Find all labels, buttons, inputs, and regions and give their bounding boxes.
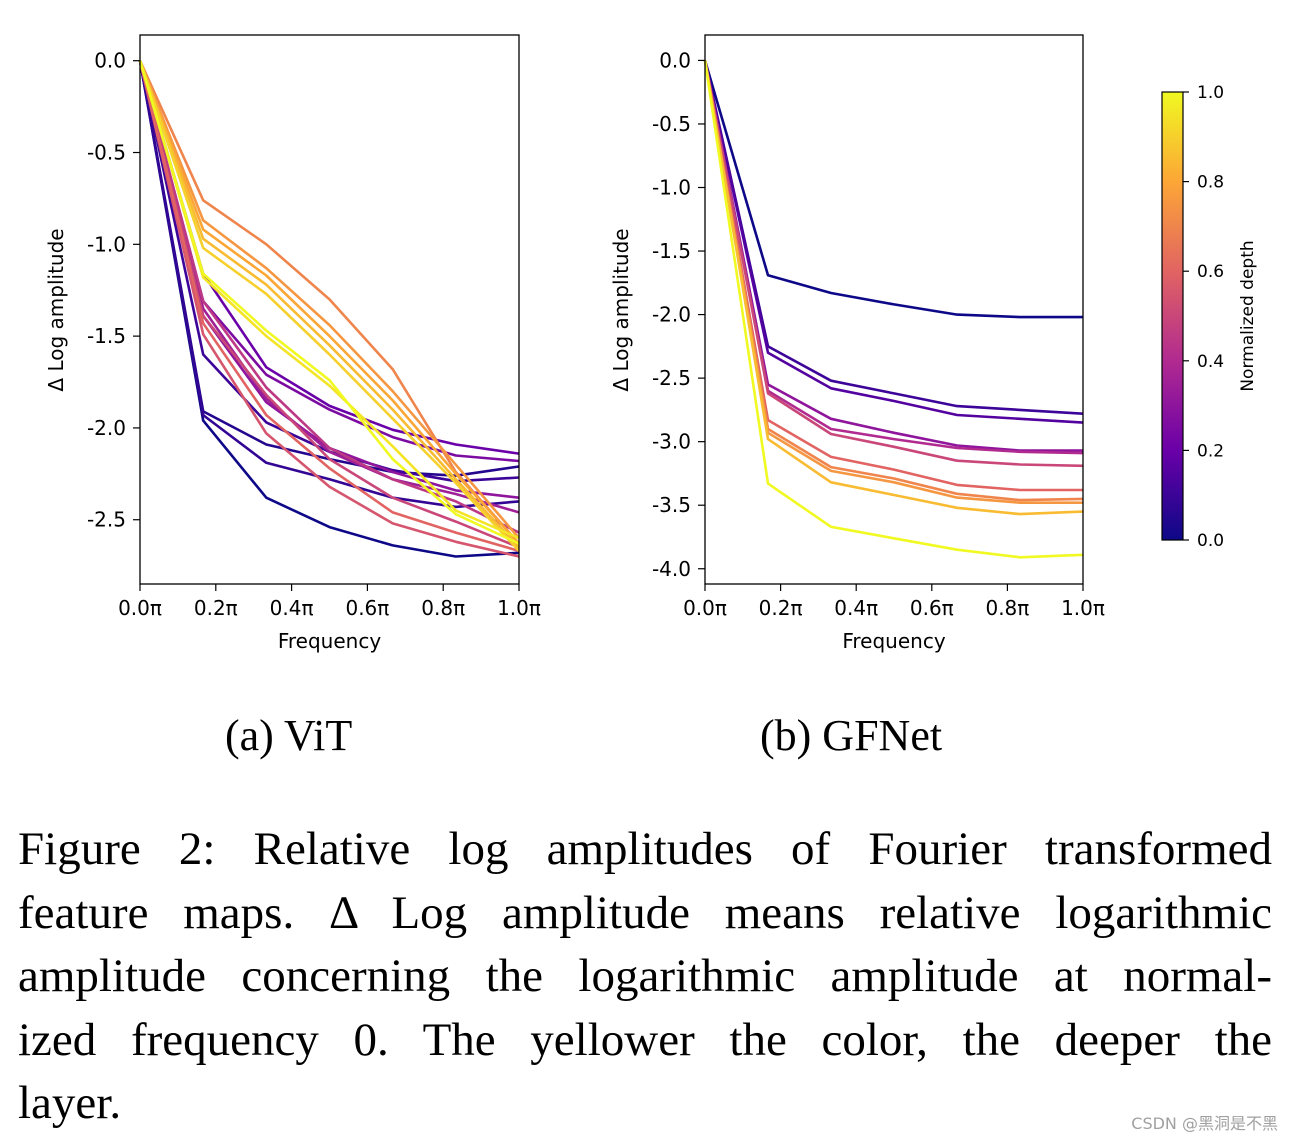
colorbar-tick-label: 0.2 (1197, 441, 1224, 461)
series-line (138, 60, 520, 534)
y-tick-label: 0.0 (659, 48, 691, 72)
y-axis-label: Δ Log amplitude (609, 228, 633, 391)
series-line (138, 60, 520, 514)
series-line (138, 60, 520, 483)
y-tick-label: -3.5 (652, 493, 691, 517)
series-line (138, 60, 520, 545)
x-tick-label: 1.0π (497, 596, 541, 620)
y-tick-label: -2.5 (87, 508, 126, 532)
series-line (138, 60, 520, 463)
caption-line: ized frequency 0. The yellower the color… (18, 1013, 1272, 1066)
colorbar: 0.0 0.2 0.4 0.6 0.8 1.0 Normalized depth (1161, 83, 1258, 551)
y-tick-label: -1.0 (87, 232, 126, 256)
x-tick-label: 0.8π (985, 596, 1029, 620)
y-tick-label: -1.5 (87, 324, 126, 348)
x-tick-label: 0.0π (683, 596, 727, 620)
colorbar-tick-label: 0.0 (1197, 531, 1224, 551)
x-tick-label: 0.2π (759, 596, 803, 620)
x-axis-label: Frequency (842, 629, 945, 653)
series-line (703, 60, 1083, 492)
series-line (138, 60, 520, 539)
series-line (138, 60, 520, 478)
axes-frame (139, 34, 520, 585)
x-tick-label: 0.4π (834, 596, 878, 620)
series-line (138, 60, 520, 553)
colorbar-bar (1161, 91, 1184, 541)
axes-frame (704, 34, 1084, 585)
series-line (703, 60, 1084, 516)
x-tick-label: 0.6π (910, 596, 954, 620)
y-tick-label: -3.0 (652, 430, 691, 454)
y-tick-label: -2.0 (652, 303, 691, 327)
y-axis-label: Δ Log amplitude (44, 228, 68, 391)
x-tick-label: 0.4π (270, 596, 314, 620)
series-line (138, 60, 520, 549)
series-line (703, 60, 1083, 319)
x-tick-label: 0.0π (118, 596, 162, 620)
colorbar-tick-label: 0.8 (1197, 173, 1224, 193)
colorbar-tick-label: 1.0 (1197, 83, 1224, 103)
y-tick-label: -2.5 (652, 366, 691, 390)
caption-line: amplitude concerning the logarithmic amp… (18, 950, 1272, 1002)
series-line (138, 60, 520, 549)
series-line (703, 60, 1084, 559)
caption-line: layer. (18, 1077, 122, 1129)
y-tick-label: -1.0 (652, 176, 691, 200)
series-line (138, 60, 520, 545)
vit-plot: 0.0π 0.2π 0.4π 0.6π 0.8π 1.0π 0.0 -0.5 -1.0 -1.5 -… (44, 34, 541, 653)
y-tick-label: -2.0 (87, 416, 126, 440)
series-line (138, 60, 520, 558)
caption-line: feature maps. Δ Log amplitude means rela… (18, 886, 1272, 939)
series-line (138, 60, 520, 509)
figure-caption: Figure 2: Relative log amplitudes of Fou… (18, 818, 1272, 1136)
subfigure-label-vit: (a) ViT (225, 711, 353, 760)
series-line (703, 60, 1084, 468)
y-tick-label: 0.0 (94, 49, 126, 73)
series-line (138, 60, 520, 540)
series-line (138, 60, 520, 558)
colorbar-tick-label: 0.4 (1197, 352, 1224, 372)
y-tick-label: -0.5 (652, 112, 691, 136)
gfnet-plot: 0.0π 0.2π 0.4π 0.6π 0.8π 1.0π 0.0 -0.5 -1.0 -1.5 -… (609, 34, 1105, 653)
y-tick-label: -4.0 (652, 557, 691, 581)
watermark: CSDN @黑洞是不黑 (1131, 1114, 1278, 1133)
figure-canvas: 0.0π 0.2π 0.4π 0.6π 0.8π 1.0π 0.0 -0.5 -1.0 -1.5 -… (44, 34, 1258, 653)
y-tick-label: -1.5 (652, 239, 691, 263)
series-line (703, 60, 1084, 424)
colorbar-tick-label: 0.6 (1197, 262, 1224, 282)
x-tick-label: 1.0π (1061, 596, 1105, 620)
y-tick-label: -0.5 (87, 141, 126, 165)
x-tick-label: 0.2π (194, 596, 238, 620)
x-tick-label: 0.8π (421, 596, 465, 620)
colorbar-label: Normalized depth (1238, 240, 1258, 391)
series-line (703, 60, 1084, 415)
x-tick-label: 0.6π (345, 596, 389, 620)
series-line (138, 60, 520, 552)
caption-line: Figure 2: Relative log amplitudes of Fou… (18, 823, 1272, 875)
x-axis-label: Frequency (278, 629, 381, 653)
subfigure-label-gfnet: (b) GFNet (760, 711, 943, 760)
